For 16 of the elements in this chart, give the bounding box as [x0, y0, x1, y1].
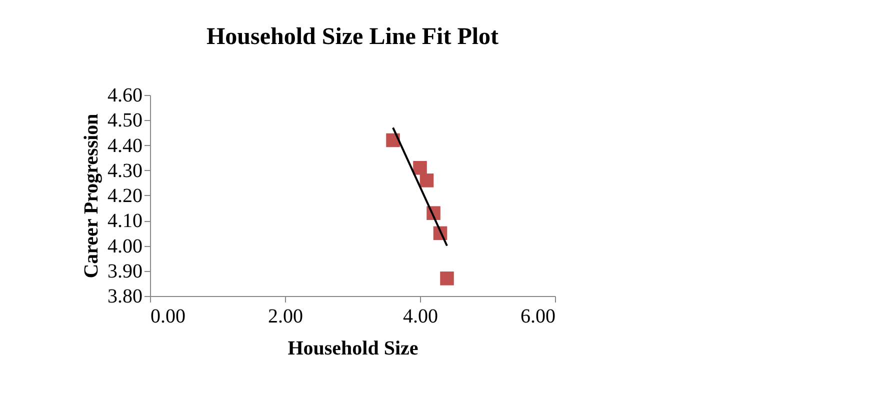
x-tick-label: 2.00	[268, 306, 303, 328]
x-tick-label: 0.00	[150, 306, 186, 328]
y-tick-label: 4.50	[108, 110, 142, 132]
x-axis-title: Household Size	[288, 338, 418, 360]
y-tick-label: 4.30	[108, 160, 142, 182]
y-tick-label: 4.00	[108, 235, 142, 258]
y-tick-label: 3.80	[108, 286, 142, 308]
y-tick-label: 4.20	[108, 185, 142, 207]
y-tick-label: 4.40	[108, 134, 142, 157]
x-tick-label: 4.00	[403, 306, 438, 328]
y-tick-label: 3.90	[108, 260, 142, 282]
y-tick-label: 4.60	[108, 84, 142, 106]
y-tick-label: 4.10	[108, 210, 142, 232]
chart-title: Household Size Line Fit Plot	[206, 24, 499, 50]
y-axis-title: Career Progression	[80, 114, 102, 278]
x-tick-label: 6.00	[520, 306, 556, 328]
